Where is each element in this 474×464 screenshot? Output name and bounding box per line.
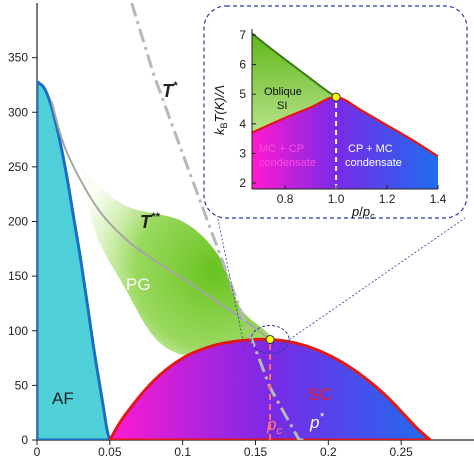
x-tick-label: 0.1 [174,445,191,459]
t-star-line [130,3,308,440]
inset-y-tick-label: 6 [239,58,246,72]
x-ticks: 0 0.05 0.1 0.15 0.2 0.25 [34,440,413,459]
pc-label-sub: c [276,425,282,437]
pstar-label-main: p [309,413,319,432]
x-tick-label: 0.25 [389,445,413,459]
y-tick-label: 50 [15,378,29,392]
af-region [37,79,112,440]
inset-oblique-si-region [252,33,337,133]
pg-region [80,166,271,356]
t-double-star-line [50,101,271,341]
y-tick-label: 200 [8,215,28,229]
inset-cp-mc-label-line2: condensate [345,157,402,169]
x-tick-label: 0.2 [320,445,337,459]
y-tick-label: 350 [8,51,28,65]
x-tick-label: 0 [34,445,41,459]
t-star-label-main: T [162,81,175,101]
t-star-label: T* [162,80,178,101]
inset-sc-boundary [252,95,438,158]
inset-x-label: p/pc [351,204,375,221]
inset-x-label-sub: c [370,211,375,221]
inset-x-tick-label: 1.4 [430,192,447,206]
pstar-label-sup: * [319,411,324,423]
inset-y-label: kBT(K)/Λ [212,85,229,135]
pc-label: pc [266,415,282,437]
inset-y-tick-label: 4 [239,117,246,131]
inset-x-label-sep: / [359,204,363,219]
y-tick-label: 250 [8,160,28,174]
y-tick-label: 100 [8,324,28,338]
inset-mc-cp-label-line1: MC + CP [259,143,304,155]
inset-y-ticks: 2 3 4 5 6 7 [239,28,256,190]
inset-y-tick-label: 5 [239,87,246,101]
inset-y-label-main: T(K)/Λ [212,85,227,123]
inset-x-label-main: p [351,204,359,219]
critical-point [265,334,275,344]
inset-critical-point [331,92,341,102]
inset-chart: 0.8 1.0 1.2 1.4 2 3 4 5 6 7 Oblique SI MC + CP c… [203,5,468,221]
t-double-star-label: T** [140,211,160,232]
inset-mc-cp-label-line2: condensate [259,157,316,169]
inset-x-tick-label: 1.0 [328,192,345,206]
inset-y-tick-label: 2 [239,176,246,190]
inset-upper-boundary [252,32,337,98]
pg-label: PG [126,275,151,294]
inset-x-tick-label: 1.2 [379,192,396,206]
inset-connector-right [282,217,466,345]
inset-cp-mc-label-line1: CP + MC [348,143,393,155]
inset-x-tick-label: 0.8 [277,192,294,206]
y-tick-label: 150 [8,269,28,283]
inset-plot-area [252,32,438,189]
y-ticks: 0 50 100 150 200 250 300 350 [8,51,37,447]
inset-connector-left [214,204,246,351]
zoom-region-marker [250,324,290,354]
y-tick-label: 0 [21,433,28,447]
t-double-star-label-main: T [140,212,153,232]
inset-y-label-k: k [212,127,227,135]
t-star-label-sup: * [173,80,178,92]
inset-oblique-label: Oblique [264,86,302,98]
af-label: AF [52,389,74,408]
inset-x-label-base: p [362,204,370,219]
pc-label-main: p [266,415,276,434]
inset-y-label-b: B [219,123,229,129]
y-tick-label: 300 [8,105,28,119]
sc-label: SC [308,385,332,404]
inset-condensate-region [252,97,438,189]
x-tick-label: 0.05 [98,445,122,459]
inset-si-label: SI [277,100,287,112]
plot-area [37,3,433,440]
inset-y-tick-label: 7 [239,28,246,42]
inset-y-tick-label: 3 [239,146,246,160]
t-double-star-label-sup: ** [151,211,160,223]
x-tick-label: 0.15 [244,445,268,459]
inset-x-ticks: 0.8 1.0 1.2 1.4 [277,185,447,206]
pstar-label: p* [309,411,324,432]
